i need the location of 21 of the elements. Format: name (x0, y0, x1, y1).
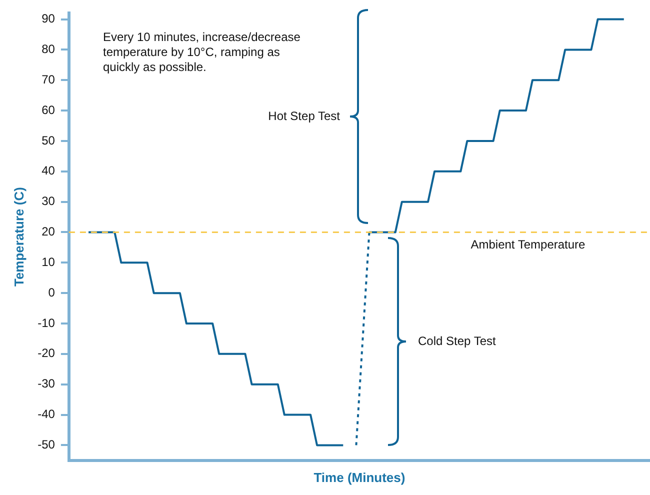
annotation: Hot Step Test (268, 108, 340, 124)
y-axis-title: Temperature (C) (11, 187, 26, 287)
y-tick-label: 20 (42, 224, 56, 239)
y-tick-label: 10 (42, 254, 56, 269)
y-tick-label: 70 (42, 72, 56, 86)
y-tick-label: 60 (42, 102, 56, 117)
y-tick-label: -30 (38, 376, 56, 391)
y-tick-label: 90 (42, 12, 56, 26)
y-tick-label: 30 (42, 194, 56, 208)
y-tick-label: 50 (42, 133, 56, 148)
y-tick-label: -20 (38, 346, 56, 360)
x-axis-title: Time (Minutes) (314, 470, 406, 485)
y-tick-label: -40 (38, 407, 56, 422)
y-tick-label: 0 (48, 285, 56, 300)
y-tick-label: 40 (42, 164, 56, 178)
ref-line-label: Ambient Temperature (470, 238, 586, 252)
annotation: Cold Step Test (418, 334, 496, 349)
annotation: Every 10 minutes, increase/decrease temperature by 10°C, ramping as quickly as possible. (103, 30, 302, 75)
y-tick-label: -50 (38, 438, 56, 452)
y-tick-label: 80 (42, 42, 56, 56)
y-tick-label: -10 (38, 316, 56, 330)
